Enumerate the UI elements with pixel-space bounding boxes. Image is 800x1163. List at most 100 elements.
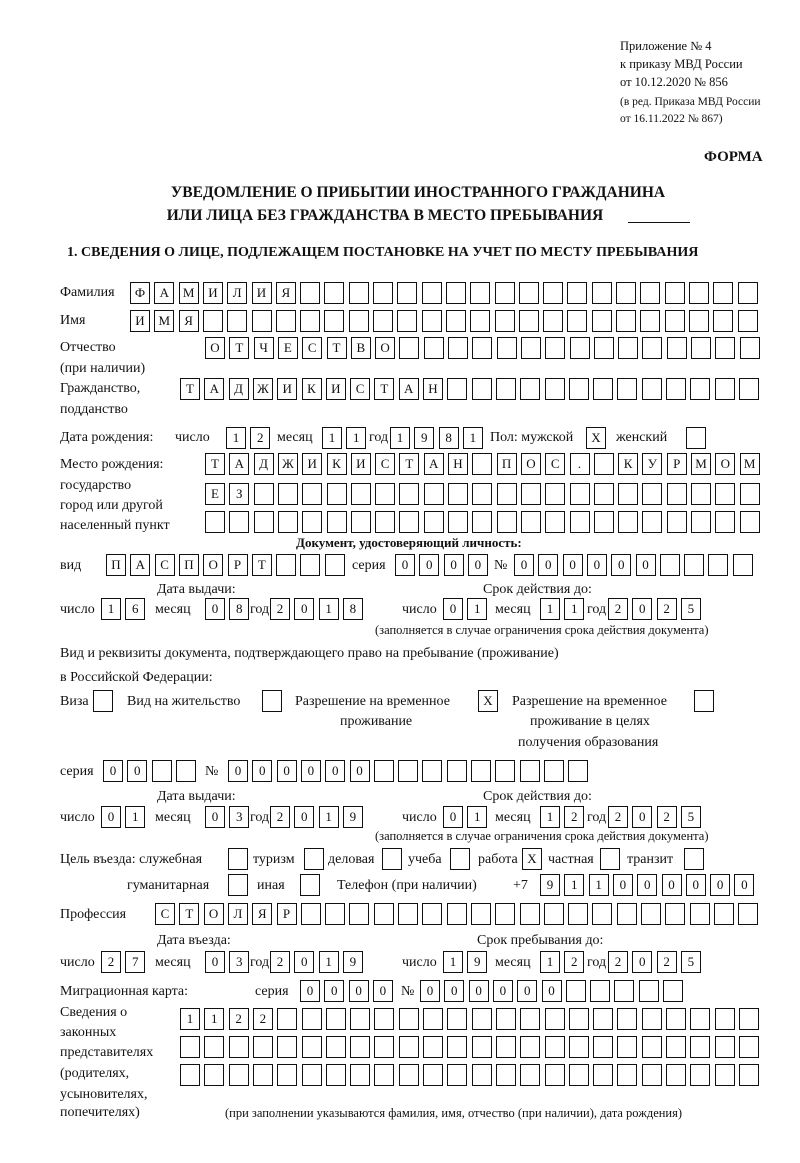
char-cell[interactable] bbox=[228, 1036, 249, 1058]
char-cell[interactable]: 9 bbox=[342, 806, 363, 828]
char-cell[interactable] bbox=[659, 554, 680, 576]
char-cell[interactable]: 0 bbox=[395, 554, 415, 576]
char-cell[interactable] bbox=[593, 337, 614, 359]
char-cell[interactable]: Ж bbox=[252, 378, 273, 400]
char-cell[interactable] bbox=[691, 337, 711, 359]
char-cell[interactable] bbox=[325, 1064, 346, 1086]
char-cell[interactable] bbox=[398, 1008, 419, 1030]
char-cell[interactable]: С bbox=[302, 337, 323, 359]
char-cell[interactable] bbox=[448, 511, 468, 533]
char-cell[interactable] bbox=[470, 282, 491, 304]
char-cell[interactable] bbox=[641, 1008, 662, 1030]
char-cell[interactable]: Ч bbox=[253, 337, 274, 359]
char-cell[interactable]: А bbox=[204, 378, 225, 400]
char-cell[interactable]: И bbox=[350, 453, 371, 475]
char-cell[interactable] bbox=[450, 848, 470, 870]
char-cell[interactable] bbox=[544, 1064, 565, 1086]
char-cell[interactable] bbox=[616, 282, 636, 304]
char-cell[interactable]: 2 bbox=[252, 1008, 273, 1030]
char-cell[interactable] bbox=[694, 690, 714, 712]
char-cell[interactable]: 0 bbox=[325, 760, 346, 782]
char-cell[interactable]: Н bbox=[423, 378, 443, 400]
char-cell[interactable] bbox=[520, 483, 541, 505]
char-cell[interactable] bbox=[302, 511, 323, 533]
char-cell[interactable]: 0 bbox=[492, 980, 513, 1002]
char-cell[interactable] bbox=[545, 337, 566, 359]
char-cell[interactable]: Я bbox=[178, 310, 199, 332]
char-cell[interactable] bbox=[665, 903, 686, 925]
char-cell[interactable] bbox=[690, 1008, 711, 1030]
char-cell[interactable] bbox=[275, 310, 296, 332]
char-cell[interactable] bbox=[301, 1064, 322, 1086]
char-cell[interactable] bbox=[472, 337, 493, 359]
char-cell[interactable] bbox=[470, 310, 491, 332]
char-cell[interactable]: 0 bbox=[632, 951, 653, 973]
char-cell[interactable] bbox=[471, 1008, 492, 1030]
char-cell[interactable]: 0 bbox=[205, 806, 225, 828]
char-cell[interactable] bbox=[666, 483, 687, 505]
char-cell[interactable]: П bbox=[106, 554, 126, 576]
char-cell[interactable] bbox=[544, 1008, 565, 1030]
char-cell[interactable] bbox=[684, 848, 704, 870]
char-cell[interactable] bbox=[544, 1036, 565, 1058]
char-cell[interactable] bbox=[641, 903, 661, 925]
char-cell[interactable] bbox=[374, 1008, 395, 1030]
char-cell[interactable] bbox=[642, 511, 663, 533]
char-cell[interactable] bbox=[713, 903, 734, 925]
char-cell[interactable]: Т bbox=[374, 378, 395, 400]
char-cell[interactable] bbox=[348, 310, 369, 332]
char-cell[interactable]: Л bbox=[227, 903, 248, 925]
char-cell[interactable] bbox=[423, 1008, 443, 1030]
char-cell[interactable] bbox=[180, 1036, 200, 1058]
char-cell[interactable] bbox=[593, 453, 614, 475]
char-cell[interactable] bbox=[325, 1036, 346, 1058]
char-cell[interactable]: Е bbox=[205, 483, 225, 505]
char-cell[interactable] bbox=[732, 554, 753, 576]
char-cell[interactable]: 1 bbox=[180, 1008, 200, 1030]
char-cell[interactable] bbox=[640, 310, 661, 332]
char-cell[interactable] bbox=[229, 511, 250, 533]
char-cell[interactable]: 8 bbox=[342, 598, 363, 620]
char-cell[interactable] bbox=[545, 483, 566, 505]
char-cell[interactable] bbox=[708, 554, 729, 576]
char-cell[interactable] bbox=[252, 1036, 273, 1058]
char-cell[interactable] bbox=[690, 378, 711, 400]
char-cell[interactable]: 0 bbox=[276, 760, 297, 782]
char-cell[interactable] bbox=[373, 903, 394, 925]
char-cell[interactable]: 6 bbox=[125, 598, 146, 620]
char-cell[interactable] bbox=[689, 903, 710, 925]
char-cell[interactable] bbox=[496, 337, 517, 359]
char-cell[interactable]: С bbox=[375, 453, 396, 475]
char-cell[interactable]: 0 bbox=[538, 554, 559, 576]
char-cell[interactable] bbox=[591, 310, 612, 332]
char-cell[interactable]: 1 bbox=[462, 427, 483, 449]
char-cell[interactable] bbox=[714, 378, 735, 400]
char-cell[interactable] bbox=[520, 1064, 541, 1086]
char-cell[interactable] bbox=[175, 760, 196, 782]
char-cell[interactable] bbox=[399, 337, 420, 359]
char-cell[interactable]: 0 bbox=[348, 980, 369, 1002]
char-cell[interactable] bbox=[375, 511, 396, 533]
char-cell[interactable] bbox=[277, 483, 298, 505]
char-cell[interactable] bbox=[373, 310, 393, 332]
char-cell[interactable] bbox=[398, 1036, 419, 1058]
char-cell[interactable] bbox=[543, 903, 564, 925]
char-cell[interactable]: 0 bbox=[632, 806, 653, 828]
char-cell[interactable] bbox=[350, 1008, 371, 1030]
char-cell[interactable] bbox=[713, 282, 734, 304]
char-cell[interactable] bbox=[642, 337, 663, 359]
char-cell[interactable]: 0 bbox=[635, 554, 656, 576]
char-cell[interactable] bbox=[325, 903, 346, 925]
char-cell[interactable]: 1 bbox=[467, 806, 488, 828]
char-cell[interactable] bbox=[616, 903, 637, 925]
char-cell[interactable] bbox=[664, 282, 685, 304]
char-cell[interactable]: 5 bbox=[680, 806, 701, 828]
char-cell[interactable] bbox=[423, 337, 444, 359]
char-cell[interactable] bbox=[399, 483, 420, 505]
char-cell[interactable]: 0 bbox=[205, 598, 225, 620]
char-cell[interactable]: Т bbox=[179, 903, 200, 925]
char-cell[interactable] bbox=[373, 760, 394, 782]
char-cell[interactable]: 1 bbox=[318, 598, 339, 620]
char-cell[interactable] bbox=[520, 1008, 541, 1030]
char-cell[interactable] bbox=[543, 282, 564, 304]
